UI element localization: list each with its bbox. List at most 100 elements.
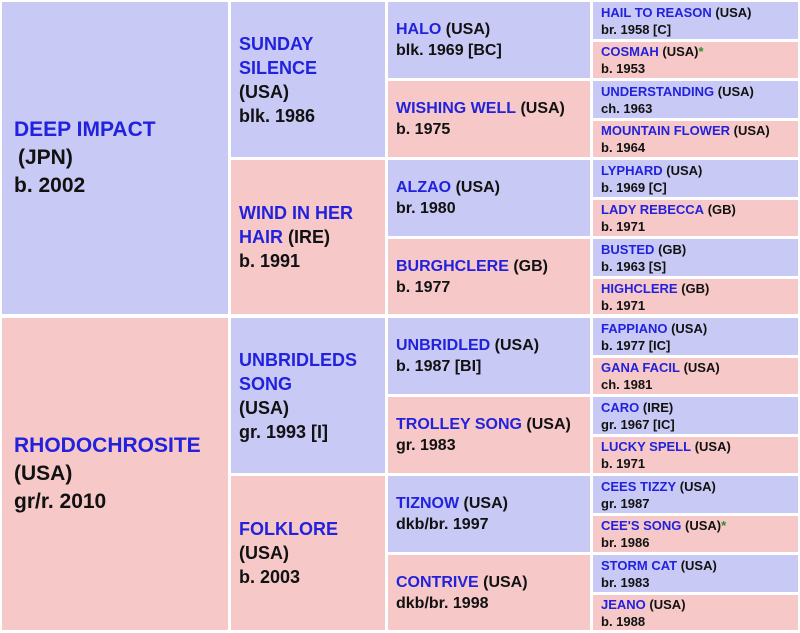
gen1-info: b. 1991 [239,251,301,271]
gen2-cell: ALZAO (USA) br. 1980 [388,160,590,236]
gen2-info: dkb/br. 1997 [396,516,489,533]
gen3-cell: COSMAH (USA)* b. 1953 [593,42,798,78]
gen3-cell: CARO (IRE) gr. 1967 [IC] [593,397,798,434]
gen1-name[interactable]: UNBRIDLEDS SONG [239,349,358,394]
gen2-name[interactable]: TIZNOW [396,495,460,512]
dam-info: gr/r. 2010 [14,490,107,513]
gen3-cell: HAIL TO REASON (USA) br. 1958 [C] [593,2,798,39]
gen1-cell: UNBRIDLEDS SONG (USA) gr. 1993 [I] [231,318,385,473]
gen3-info: br. 1986 [601,535,650,550]
gen3-name[interactable]: UNDERSTANDING [601,83,715,99]
gen3-info: br. 1958 [C] [601,21,672,37]
gen3-name[interactable]: CARO [601,399,640,415]
gen2-name[interactable]: BURGHCLERE [396,257,509,275]
gen3-nationality: (USA) [717,83,754,99]
gen2-nationality: (USA) [445,21,491,38]
gen3-nationality: (USA) [683,360,720,375]
sire-nationality: (JPN) [18,146,73,169]
gen3-nationality: (GB) [658,241,687,257]
gen2-info: blk. 1969 [BC] [396,42,502,59]
gen1-info: b. 2003 [239,567,301,587]
gen1-name[interactable]: WIND IN HER HAIR [239,203,353,247]
gen3-cell: GANA FACIL (USA) ch. 1981 [593,358,798,394]
gen2-name[interactable]: WISHING WELL [396,100,516,117]
gen2-info: b. 1975 [396,121,451,138]
gen3-info: ch. 1963 [601,100,653,116]
gen1-cell: FOLKLORE (USA) b. 2003 [231,476,385,630]
gen2-cell: CONTRIVE (USA) dkb/br. 1998 [388,555,590,630]
gen1-nationality: (USA) [239,81,289,102]
gen3-nationality: (USA) [649,596,686,612]
gen3-cell: UNDERSTANDING (USA) ch. 1963 [593,81,798,118]
gen3-nationality: (USA) [679,478,716,494]
gen2-name[interactable]: CONTRIVE [396,573,479,591]
gen3-info: b. 1971 [601,456,646,471]
gen3-info: b. 1977 [IC] [601,337,671,353]
gen2-name[interactable]: HALO [396,21,442,38]
sire-info: b. 2002 [14,174,86,197]
gen2-info: b. 1987 [BI] [396,358,482,375]
dam-nationality: (USA) [14,462,73,485]
gen3-name[interactable]: BUSTED [601,241,655,257]
gen1-nationality: (USA) [239,543,289,563]
gen2-cell: UNBRIDLED (USA) b. 1987 [BI] [388,318,590,394]
gen3-info: b. 1971 [601,219,646,234]
gen1-nationality: (USA) [239,397,289,418]
gen2-nationality: (USA) [483,573,528,591]
gen2-cell: HALO (USA) blk. 1969 [BC] [388,2,590,78]
gen3-cell: LUCKY SPELL (USA) b. 1971 [593,437,798,473]
gen1-info: gr. 1993 [I] [239,421,329,442]
gen3-cell: HIGHCLERE (GB) b. 1971 [593,279,798,314]
dam-cell: RHODOCHROSITE (USA) gr/r. 2010 [2,318,228,630]
gen3-info: b. 1953 [601,61,646,76]
gen3-name[interactable]: LUCKY SPELL [601,439,692,454]
gen3-nationality: (USA) [685,518,722,533]
gen2-nationality: (USA) [526,416,571,433]
gen2-nationality: (GB) [513,257,548,275]
gen3-name[interactable]: LYPHARD [601,162,663,178]
gen3-name[interactable]: JEANO [601,596,646,612]
gen3-name[interactable]: LADY REBECCA [601,202,705,217]
gen3-name[interactable]: GANA FACIL [601,360,680,375]
gen2-cell: TROLLEY SONG (USA) gr. 1983 [388,397,590,473]
gen3-cell: CEE'S SONG (USA)* br. 1986 [593,516,798,552]
sire-name[interactable]: DEEP IMPACT [14,118,156,141]
gen3-name[interactable]: FAPPIANO [601,320,668,336]
gen3-name[interactable]: HIGHCLERE [601,280,678,296]
gen3-cell: LADY REBECCA (GB) b. 1971 [593,200,798,236]
gen2-nationality: (USA) [494,337,540,354]
gen3-name[interactable]: COSMAH [601,44,659,59]
gen1-nationality: (IRE) [288,227,331,247]
gen3-name[interactable]: STORM CAT [601,557,678,573]
star-marker: * [698,44,704,59]
gen2-info: br. 1980 [396,200,456,217]
gen2-nationality: (USA) [463,495,508,512]
gen1-name[interactable]: FOLKLORE [239,519,338,539]
gen3-nationality: (USA) [666,162,703,178]
gen3-nationality: (GB) [681,280,710,296]
dam-name[interactable]: RHODOCHROSITE [14,434,201,457]
gen3-info: gr. 1967 [IC] [601,416,675,432]
gen3-cell: FAPPIANO (USA) b. 1977 [IC] [593,318,798,355]
star-marker: * [721,518,727,533]
gen3-name[interactable]: MOUNTAIN FLOWER [601,123,731,138]
gen3-name[interactable]: CEE'S SONG [601,518,682,533]
gen3-info: b. 1964 [601,140,646,155]
gen2-cell: TIZNOW (USA) dkb/br. 1997 [388,476,590,552]
gen1-name[interactable]: SUNDAY SILENCE [239,33,318,78]
gen2-name[interactable]: UNBRIDLED [396,337,491,354]
gen3-name[interactable]: HAIL TO REASON [601,4,712,20]
gen3-info: gr. 1987 [601,495,650,511]
gen2-name[interactable]: TROLLEY SONG [396,416,522,433]
gen2-name[interactable]: ALZAO [396,179,452,196]
gen2-cell: BURGHCLERE (GB) b. 1977 [388,239,590,314]
gen3-nationality: (USA) [715,4,752,20]
sire-cell: DEEP IMPACT (JPN) b. 2002 [2,2,228,314]
gen3-cell: STORM CAT (USA) br. 1983 [593,555,798,592]
gen3-name[interactable]: CEES TIZZY [601,478,677,494]
gen3-cell: CEES TIZZY (USA) gr. 1987 [593,476,798,513]
gen3-info: br. 1983 [601,574,650,590]
gen3-cell: MOUNTAIN FLOWER (USA) b. 1964 [593,121,798,157]
gen1-cell: WIND IN HER HAIR (IRE) b. 1991 [231,160,385,314]
